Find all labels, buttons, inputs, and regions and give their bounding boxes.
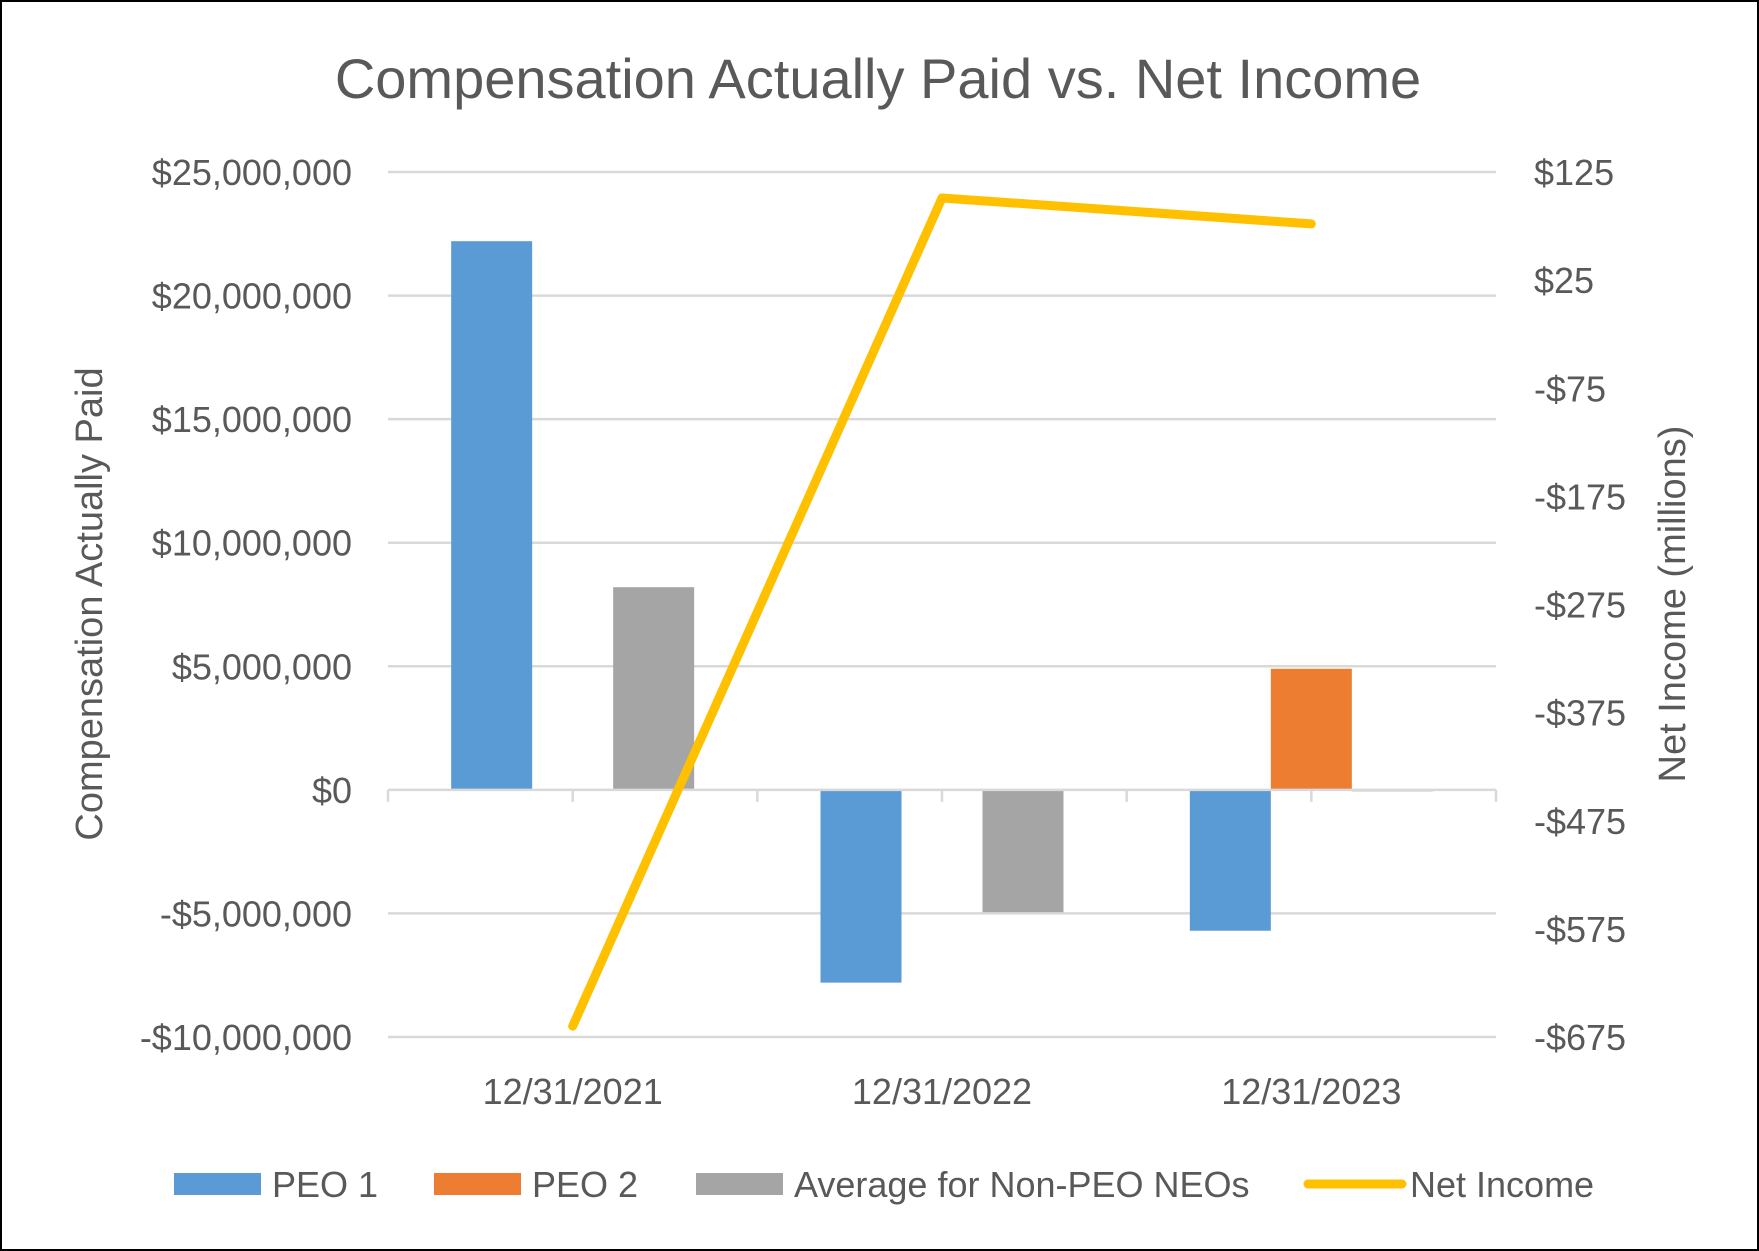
x-tick-label: 12/31/2023	[1221, 1071, 1401, 1112]
right-tick-label: -$275	[1534, 585, 1626, 626]
bar-average-for-non-peo-neos-0	[613, 587, 695, 790]
right-tick-label: -$375	[1534, 693, 1626, 734]
right-tick-label: $25	[1534, 260, 1594, 301]
left-tick-label: $15,000,000	[152, 399, 352, 440]
left-tick-label: $10,000,000	[152, 523, 352, 564]
legend-label: Average for Non-PEO NEOs	[794, 1164, 1250, 1205]
right-tick-label: -$675	[1534, 1017, 1626, 1058]
bar-peo-1-0	[451, 241, 533, 790]
right-tick-label: $125	[1534, 152, 1614, 193]
left-tick-label: $25,000,000	[152, 152, 352, 193]
left-axis-ticks: $25,000,000 $20,000,000 $15,000,000 $10,000…	[140, 152, 352, 1058]
legend-label: Net Income	[1410, 1164, 1594, 1205]
left-tick-label: -$5,000,000	[160, 893, 352, 934]
category-axis	[386, 788, 1498, 802]
right-axis-ticks: $125 $25 -$75 -$175 -$275 -$375 -$475 -$575 -$67…	[1534, 152, 1626, 1058]
right-axis-title: Net Income (millions)	[1652, 426, 1694, 783]
right-tick-label: -$75	[1534, 368, 1606, 409]
left-tick-label: $0	[312, 770, 352, 811]
legend: PEO 1 PEO 2 Average for Non-PEO NEOs Net In…	[174, 1164, 1594, 1205]
legend-swatch	[434, 1173, 521, 1195]
right-tick-label: -$575	[1534, 909, 1626, 950]
legend-label: PEO 1	[272, 1164, 378, 1205]
bar-peo-1-1	[820, 789, 902, 983]
line-net-income	[568, 193, 1316, 1031]
bar-peo-2-2	[1270, 668, 1352, 790]
legend-label: PEO 2	[532, 1164, 638, 1205]
legend-swatch	[174, 1173, 261, 1195]
legend-swatch	[696, 1173, 783, 1195]
right-tick-label: -$175	[1534, 476, 1626, 517]
gridlines	[388, 170, 1496, 1039]
line-series	[568, 193, 1316, 1031]
x-tick-label: 12/31/2021	[483, 1071, 663, 1112]
bar-average-for-non-peo-neos-1	[982, 789, 1064, 913]
left-tick-label: -$10,000,000	[140, 1017, 352, 1058]
bar-series	[451, 241, 1433, 983]
left-axis-title: Compensation Actually Paid	[69, 367, 111, 840]
chart-title: Compensation Actually Paid vs. Net Incom…	[335, 47, 1421, 110]
bar-peo-1-2	[1189, 789, 1271, 931]
x-tick-label: 12/31/2022	[852, 1071, 1032, 1112]
right-tick-label: -$475	[1534, 801, 1626, 842]
x-axis-ticks: 12/31/2021 12/31/2022 12/31/2023	[483, 1071, 1402, 1112]
left-tick-label: $20,000,000	[152, 276, 352, 317]
left-tick-label: $5,000,000	[172, 646, 352, 687]
